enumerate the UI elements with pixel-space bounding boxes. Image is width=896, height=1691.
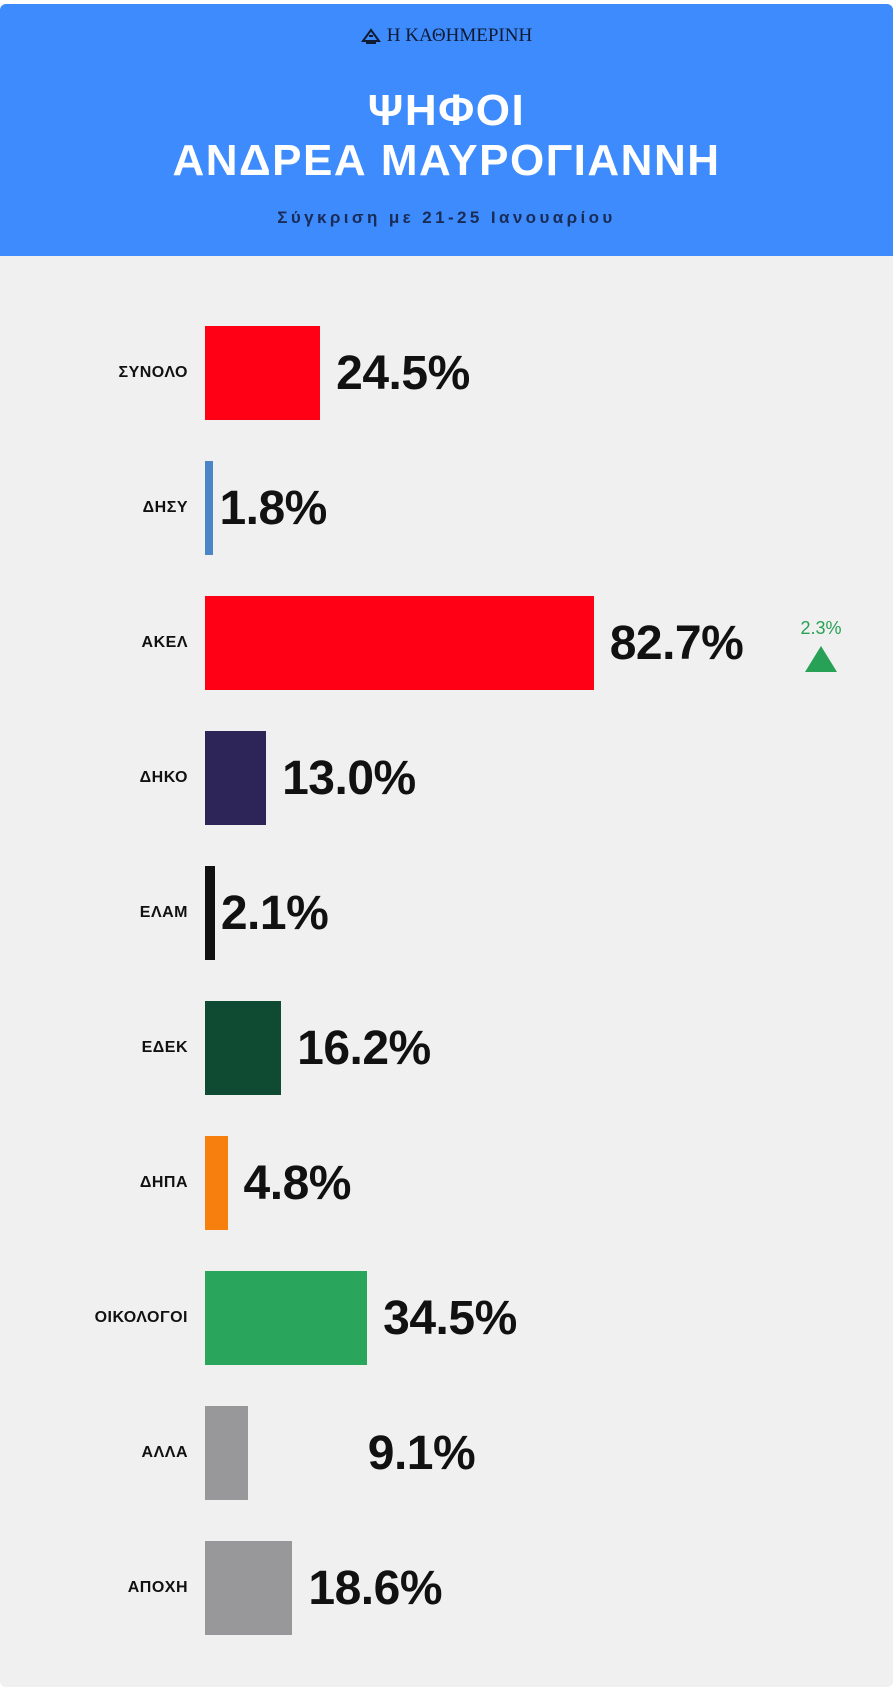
value-label: 2.1% xyxy=(220,886,329,940)
value-label: 82.7% xyxy=(609,616,744,670)
up-triangle-icon xyxy=(805,646,837,672)
header-banner: Η ΚΑΘΗΜΕΡΙΝΗ ΨΗΦΟΙ ΑΝΔΡΕΑ ΜΑΥΡΟΓΙΑΝΝΗ Σύ… xyxy=(0,4,893,256)
title-line-1: ΨΗΦΟΙ xyxy=(367,86,526,135)
bar-row: ΟΙΚΟΛΟΓΟΙ 34.5% xyxy=(0,1271,893,1365)
value-label: 1.8% xyxy=(219,481,327,535)
value-label: 34.5% xyxy=(383,1291,517,1345)
chart-card: Η ΚΑΘΗΜΕΡΙΝΗ ΨΗΦΟΙ ΑΝΔΡΕΑ ΜΑΥΡΟΓΙΑΝΝΗ Σύ… xyxy=(0,4,893,1687)
category-label: ΑΠΟΧΗ xyxy=(127,1579,188,1596)
change-indicator: 2.3% xyxy=(792,618,850,673)
value-label: 24.5% xyxy=(336,346,470,400)
bar-row: ΔΗΚΟ 13.0% xyxy=(0,731,893,825)
bar xyxy=(205,326,321,420)
category-label: ΑΛΛΑ xyxy=(141,1444,188,1461)
bar xyxy=(205,596,594,690)
change-value: 2.3% xyxy=(800,618,842,638)
chart-subtitle: Σύγκριση με 21-25 Ιανουαρίου xyxy=(277,208,616,227)
value-label: 18.6% xyxy=(308,1561,443,1615)
bar-row: ΕΔΕΚ 16.2% xyxy=(0,1001,893,1095)
title-line-2: ΑΝΔΡΕΑ ΜΑΥΡΟΓΙΑΝΝΗ xyxy=(172,136,721,185)
bar xyxy=(205,1136,228,1230)
value-label: 16.2% xyxy=(297,1021,431,1075)
category-label: ΕΔΕΚ xyxy=(141,1039,188,1056)
publisher-logo: Η ΚΑΘΗΜΕΡΙΝΗ xyxy=(0,24,893,48)
bar-row: ΕΛΑΜ 2.1% xyxy=(0,866,893,960)
bar xyxy=(205,1271,368,1365)
value-label: 13.0% xyxy=(282,751,416,805)
bar-row: ΑΠΟΧΗ 18.6% xyxy=(0,1541,893,1635)
value-label: 9.1% xyxy=(367,1426,476,1480)
bar-row: ΑΚΕΛ 82.7% 2.3% xyxy=(0,596,893,690)
category-label: ΑΚΕΛ xyxy=(141,634,188,651)
category-label: ΔΗΣΥ xyxy=(142,499,188,516)
publisher-name: Η ΚΑΘΗΜΕΡΙΝΗ xyxy=(386,25,533,46)
bar xyxy=(205,731,267,825)
bar xyxy=(205,461,214,555)
bar xyxy=(205,1001,282,1095)
category-label: ΔΗΚΟ xyxy=(139,769,188,786)
publisher-emblem-icon xyxy=(360,28,381,44)
bar-row: ΔΗΣΥ 1.8% xyxy=(0,461,893,555)
bar-row: ΔΗΠΑ 4.8% xyxy=(0,1136,893,1230)
category-label: ΟΙΚΟΛΟΓΟΙ xyxy=(94,1309,188,1326)
bar xyxy=(205,866,215,960)
category-label: ΣΥΝΟΛΟ xyxy=(118,364,188,381)
bar-row: ΣΥΝΟΛΟ 24.5% xyxy=(0,326,893,420)
value-label: 4.8% xyxy=(243,1156,352,1210)
bar xyxy=(205,1541,293,1635)
bar xyxy=(205,1406,248,1500)
bar-row: ΑΛΛΑ 9.1% xyxy=(0,1406,893,1500)
category-label: ΕΛΑΜ xyxy=(139,904,188,921)
chart-title: ΨΗΦΟΙ ΑΝΔΡΕΑ ΜΑΥΡΟΓΙΑΝΝΗ xyxy=(0,86,893,186)
category-label: ΔΗΠΑ xyxy=(139,1174,188,1191)
